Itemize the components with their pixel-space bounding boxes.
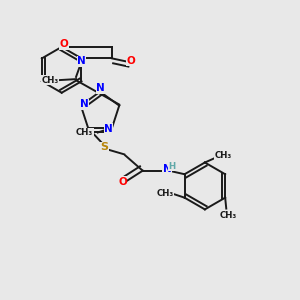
Text: CH₃: CH₃: [156, 189, 174, 198]
Text: O: O: [127, 56, 136, 66]
Text: N: N: [96, 83, 105, 93]
Text: S: S: [100, 142, 108, 152]
Text: CH₃: CH₃: [219, 211, 236, 220]
Text: CH₃: CH₃: [76, 128, 93, 137]
Text: H: H: [168, 162, 175, 171]
Text: N: N: [80, 99, 89, 109]
Text: O: O: [59, 39, 68, 49]
Text: CH₃: CH₃: [215, 152, 232, 160]
Text: CH₃: CH₃: [41, 76, 58, 85]
Text: N: N: [77, 56, 86, 66]
Text: N: N: [104, 124, 113, 134]
Text: O: O: [118, 177, 127, 187]
Text: N: N: [163, 164, 172, 174]
